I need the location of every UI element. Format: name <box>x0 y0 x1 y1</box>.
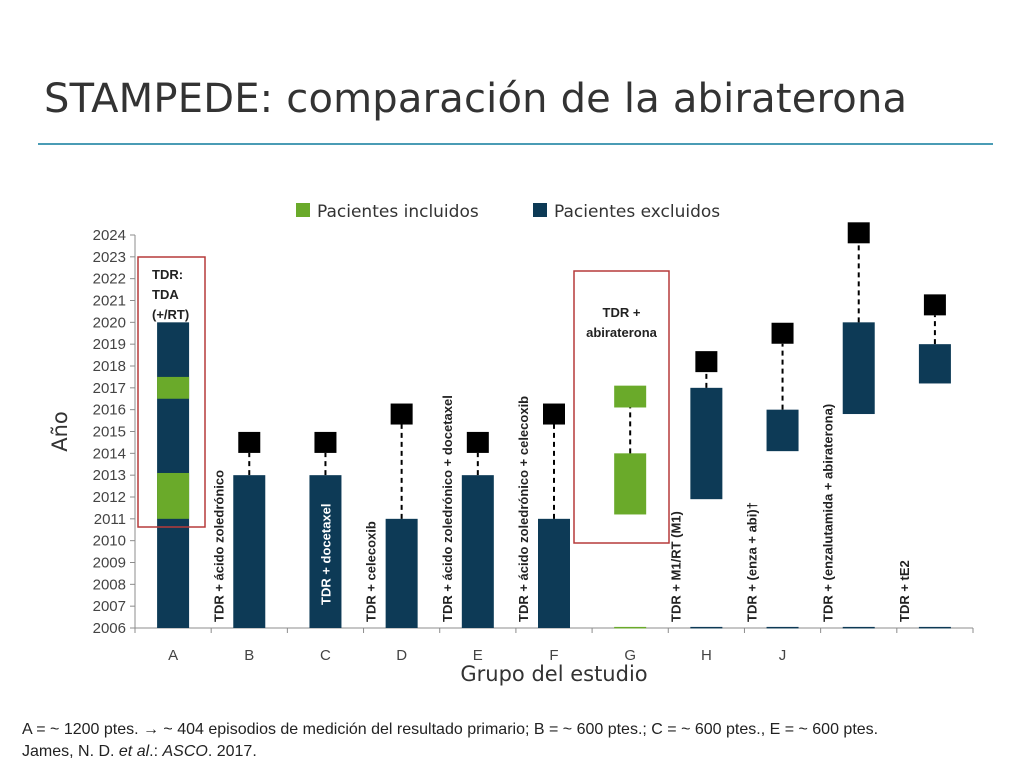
x-tick-label: F <box>549 647 558 664</box>
footnote-line-1: A = ~ 1200 ptes. → ~ 404 episodios de me… <box>22 721 879 738</box>
footnote-citation-etal: et al <box>118 743 150 760</box>
page-title: STAMPEDE: comparación de la abiraterona <box>44 76 908 122</box>
y-tick-label: 2006 <box>93 620 126 637</box>
bar-segment-excluded <box>918 626 951 629</box>
bar-segment-excluded <box>842 322 875 415</box>
bar-segment-included <box>614 453 647 515</box>
marker-square <box>771 322 794 344</box>
y-tick-label: 2009 <box>93 555 126 572</box>
y-tick-label: 2022 <box>93 271 126 288</box>
group-label: TDR + docetaxel <box>318 503 333 605</box>
group-box-label: TDR: <box>152 267 183 282</box>
bar-segment-excluded <box>690 387 723 500</box>
y-tick-label: 2019 <box>93 336 126 353</box>
y-tick-label: 2021 <box>93 293 126 310</box>
bar-segment-excluded <box>766 626 799 629</box>
y-tick-label: 2020 <box>93 314 126 331</box>
footnote-citation-mid: .: <box>149 743 163 760</box>
y-tick-label: 2024 <box>93 227 126 244</box>
bar-segment-excluded <box>918 344 951 384</box>
y-tick-label: 2012 <box>93 489 126 506</box>
bar-segment-excluded <box>766 409 799 452</box>
y-tick-label: 2008 <box>93 576 126 593</box>
x-tick-label: C <box>320 647 331 664</box>
group-box-label: abiraterona <box>586 325 658 340</box>
bar-segment-excluded <box>842 626 875 629</box>
group-label: TDR + celecoxib <box>364 521 379 622</box>
highlight-box <box>137 256 206 528</box>
bar-segment-excluded <box>461 475 494 628</box>
y-tick-label: 2017 <box>93 380 126 397</box>
bar-segment-excluded <box>690 626 723 629</box>
bar-segment-excluded <box>385 518 418 628</box>
x-tick-label: A <box>168 647 178 664</box>
bar-segment-excluded <box>538 518 570 628</box>
y-tick-label: 2014 <box>93 445 126 462</box>
group-label: TDR + tE2 <box>897 560 912 622</box>
footnote-citation-prefix: James, N. D. <box>22 743 119 760</box>
bar-segment-excluded <box>233 475 266 628</box>
marker-square <box>314 431 337 453</box>
group-label: TDR + ácido zoledrónico + celecoxib <box>516 396 531 622</box>
bar-segment-included <box>614 626 647 629</box>
group-label: TDR + (enza + abi)† <box>745 502 760 622</box>
footnote-citation-journal: ASCO <box>162 743 208 760</box>
marker-square <box>238 431 261 453</box>
x-tick-label: D <box>396 647 407 664</box>
chart: 2006 2007 2008 2009 2010 2011 2012 2013 2014 2015… <box>48 202 974 686</box>
x-axis-title: Grupo del estudio <box>460 662 647 686</box>
legend-swatch <box>533 203 547 217</box>
footnote-line-2: James, N. D. et al.: ASCO. 2017. <box>22 741 878 763</box>
legend-swatch <box>296 203 310 217</box>
y-axis-title: Año <box>48 411 72 452</box>
marker-square <box>695 351 718 373</box>
title-divider <box>38 143 993 145</box>
group-box-label: TDA <box>152 287 179 302</box>
y-tick-label: 2013 <box>93 467 126 484</box>
bar-segment-included <box>614 385 647 408</box>
group-label: TDR + M1/RT (M1) <box>668 511 683 622</box>
y-tick-label: 2015 <box>93 424 126 441</box>
x-tick-label: B <box>244 647 254 664</box>
group-label: TDR + (enzalutamida + abiraterona) <box>821 404 836 622</box>
marker-square <box>923 294 946 316</box>
legend-label: Pacientes excluidos <box>554 202 720 222</box>
y-tick-label: 2016 <box>93 402 126 419</box>
x-tick-label: J <box>779 647 787 664</box>
bar-segment-included <box>157 376 190 399</box>
marker-square <box>466 431 489 453</box>
x-tick-label: G <box>624 647 636 664</box>
y-tick-label: 2011 <box>94 511 126 528</box>
y-tick-label: 2018 <box>93 358 126 375</box>
marker-square <box>847 222 870 244</box>
footnote: A = ~ 1200 ptes. → ~ 404 episodios de me… <box>22 719 878 763</box>
x-tick-label: E <box>473 647 483 664</box>
bar-segment-excluded <box>309 475 342 628</box>
legend-label: Pacientes incluidos <box>317 202 479 222</box>
y-tick-label: 2007 <box>93 598 126 615</box>
y-tick-label: 2023 <box>93 249 126 266</box>
group-label: TDR + ácido zoledrónico <box>211 470 226 622</box>
group-box-label: (+/RT) <box>152 307 189 322</box>
footnote-citation-suffix: . 2017. <box>207 743 257 760</box>
bar-segment-included <box>157 472 190 519</box>
y-tick-label: 2010 <box>93 533 126 550</box>
marker-square <box>390 403 413 425</box>
group-box-label: TDR + <box>603 305 641 320</box>
marker-square <box>543 403 565 425</box>
highlight-box <box>573 270 670 544</box>
group-label: TDR + ácido zoledrónico + docetaxel <box>440 395 455 622</box>
x-tick-label: H <box>701 647 712 664</box>
